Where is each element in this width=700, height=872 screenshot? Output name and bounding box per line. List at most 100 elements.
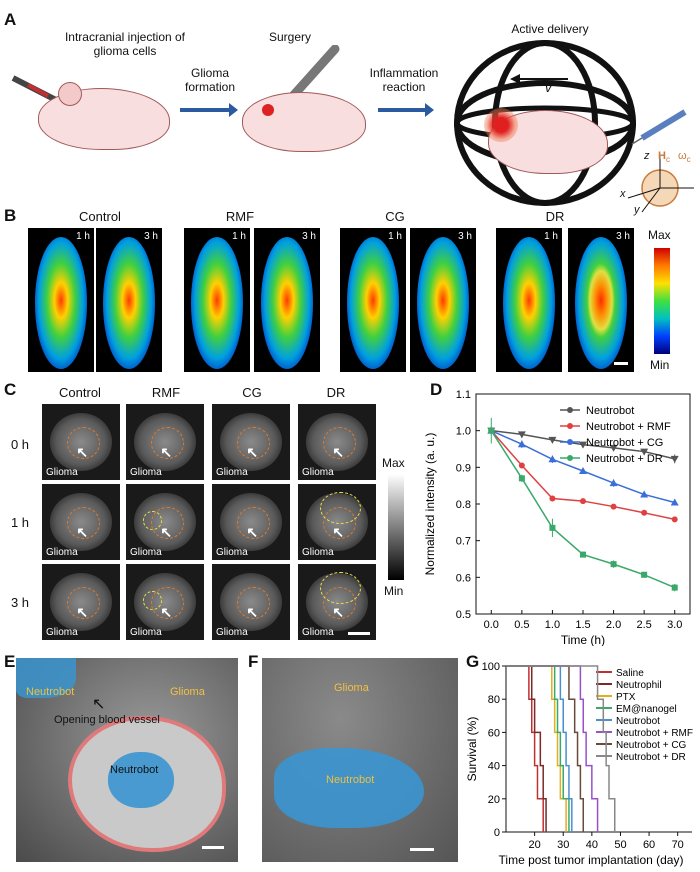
d-xtick-label: 2.5 <box>636 619 651 631</box>
velocity-label: v <box>545 80 552 95</box>
omega-label: ωc <box>678 150 691 164</box>
f-neutrobot-cell <box>274 748 424 828</box>
d-ylabel: Normalized intensity (a. u.) <box>423 433 437 576</box>
d-point <box>518 462 525 469</box>
d-ytick-label: 1.1 <box>456 389 471 401</box>
b-image-cg-1h: 1 h <box>340 228 406 372</box>
d-point <box>610 503 617 510</box>
c-glioma-label: Glioma <box>46 627 78 638</box>
field-h-text: H <box>658 150 666 162</box>
b-image-cg-3h: 3 h <box>410 228 476 372</box>
b-signal <box>346 236 400 370</box>
d-point <box>517 440 526 448</box>
b-time-label: 1 h <box>388 231 402 242</box>
e-scale-bar <box>202 846 224 849</box>
c-tumor-outline <box>66 586 101 620</box>
d-point <box>609 444 618 452</box>
c-mri-cg-0h: ↖ Glioma <box>212 404 290 480</box>
d-point <box>580 551 586 558</box>
e-label-neutrobot-1: Neutrobot <box>26 686 75 698</box>
c-colorbar <box>388 474 404 580</box>
c-glioma-label: Glioma <box>302 547 334 558</box>
d-ytick-label: 0.8 <box>456 499 471 511</box>
g-survival-curve <box>506 665 567 832</box>
d-xtick-label: 0.5 <box>514 619 529 631</box>
g-legend-label: PTX <box>616 692 636 703</box>
c-row-1h: 1 h <box>10 515 30 530</box>
c-mri-cg-3h: ↖ Glioma <box>212 564 290 640</box>
d-xtick-label: 3.0 <box>667 619 682 631</box>
b-signal <box>502 236 556 370</box>
e-label-neutrobot-2: Neutrobot <box>110 764 159 776</box>
g-legend-label: Neutrobot + RMF <box>616 728 693 739</box>
f-scale-bar <box>410 848 434 851</box>
d-ytick-label: 0.5 <box>456 609 471 621</box>
b-image-control-3h: 3 h <box>96 228 162 372</box>
b-signal <box>190 236 244 370</box>
tem-image-e <box>16 658 238 862</box>
d-point <box>517 431 526 439</box>
d-point <box>488 427 495 434</box>
c-tumor-outline <box>66 426 101 460</box>
g-legend-label: Neutrobot + CG <box>616 740 687 751</box>
g-ytick-label: 40 <box>488 761 500 773</box>
d-point <box>609 479 618 487</box>
b-time-label: 1 h <box>232 231 246 242</box>
c-signal-outline <box>319 571 361 604</box>
b-image-control-1h: 1 h <box>28 228 94 372</box>
g-xtick-label: 50 <box>614 839 626 851</box>
mouse-2-glioma <box>262 104 274 116</box>
c-tumor-outline <box>66 506 101 540</box>
c-glioma-label: Glioma <box>216 547 248 558</box>
c-mri-dr-0h: ↖ Glioma <box>298 404 376 480</box>
c-tumor-outline <box>236 506 271 540</box>
c-tumor-outline <box>236 586 271 620</box>
c-arrow-icon: ↖ <box>246 603 259 620</box>
arrow1-caption: Glioma formation <box>184 66 236 94</box>
c-arrow-icon: ↖ <box>160 443 173 460</box>
field-h-subscript: c <box>665 155 670 165</box>
c-arrow-icon: ↖ <box>76 443 89 460</box>
g-legend-label: EM@nanogel <box>616 704 677 715</box>
b-image-dr-3h: 3 h <box>568 228 634 372</box>
tem-image-f <box>262 658 458 862</box>
d-xtick-label: 1.0 <box>545 619 560 631</box>
c-tumor-outline <box>322 426 357 460</box>
d-legend-marker <box>567 407 573 413</box>
mouse-3-glioma <box>484 108 518 142</box>
d-point <box>548 436 557 444</box>
panel-label-g: G <box>466 652 480 671</box>
b-signal <box>102 236 156 370</box>
e-neutrobot-cell <box>108 752 174 808</box>
b-group-control: Control <box>79 209 121 224</box>
b-signal <box>574 236 628 370</box>
c-glioma-label: Glioma <box>302 467 334 478</box>
d-point <box>518 475 525 482</box>
g-ytick-label: 80 <box>488 694 500 706</box>
g-ytick-label: 100 <box>482 661 500 673</box>
b-scale-bar <box>614 362 628 365</box>
d-point <box>640 448 649 456</box>
mouse-2-illustration <box>242 92 366 152</box>
d-point <box>640 490 649 498</box>
c-glioma-label: Glioma <box>130 627 162 638</box>
field-h-label: Hc <box>658 150 670 164</box>
c-row-0h: 0 h <box>10 437 30 452</box>
d-legend-label: Neutrobot + CG <box>586 437 663 449</box>
b-time-label: 3 h <box>458 231 472 242</box>
panel-label-d: D <box>430 380 443 399</box>
c-arrow-icon: ↖ <box>246 443 259 460</box>
c-arrow-icon: ↖ <box>160 603 173 620</box>
f-label-neutrobot: Neutrobot <box>326 774 375 786</box>
b-group-rmf: RMF <box>225 209 255 224</box>
d-ytick-label: 0.9 <box>456 462 471 474</box>
d-legend-marker <box>567 423 573 429</box>
d-ytick-label: 1.0 <box>456 426 471 438</box>
step2-caption: Surgery <box>268 30 312 44</box>
b-group-cg: CG <box>385 209 405 224</box>
c-mri-dr-1h: ↖ Glioma <box>298 484 376 560</box>
chart-g: 20 30 40 50 60 70 0 20 40 60 80 100 Time post tumor … <box>466 661 693 867</box>
d-point <box>671 516 678 523</box>
panel-label-a: A <box>4 10 17 29</box>
d-point <box>579 441 587 449</box>
